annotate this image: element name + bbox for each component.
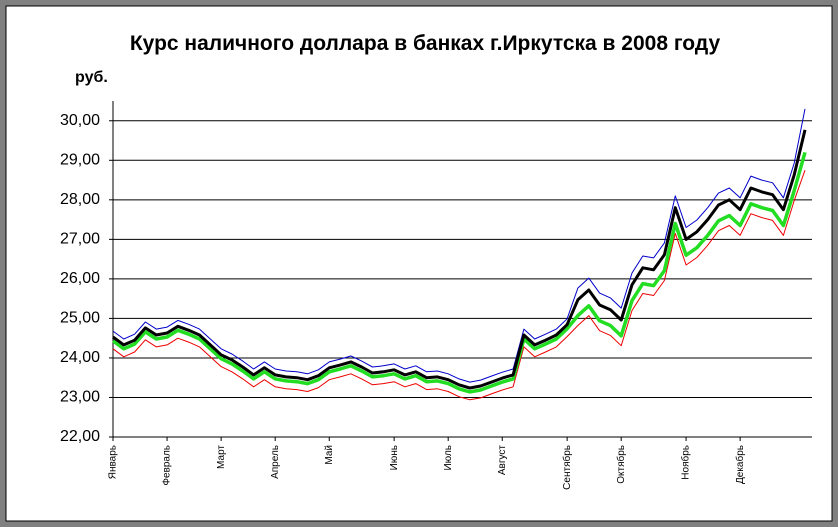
x-tick-label: Июль (443, 445, 454, 471)
y-tick-label: 23,00 (60, 389, 100, 406)
series-line (112, 170, 806, 401)
x-tick-label: Июнь (389, 445, 400, 470)
x-tick-label: Май (324, 445, 335, 465)
x-tick-label: Ноябрь (680, 445, 692, 480)
y-axis-label: руб. (75, 69, 108, 86)
y-tick-label: 30,00 (60, 112, 100, 129)
x-tick-label: Сентябрь (561, 445, 573, 490)
x-tick-label: Август (497, 445, 508, 476)
x-tick-label: Март (216, 445, 227, 469)
x-tick-label: Апрель (270, 445, 281, 479)
y-tick-label: 27,00 (60, 231, 100, 248)
series-line (112, 108, 806, 383)
y-tick-label: 25,00 (60, 310, 100, 327)
y-tick-label: 26,00 (60, 270, 100, 287)
chart-area (5, 5, 833, 522)
y-tick-label: 28,00 (60, 191, 100, 208)
x-tick-label: Октябрь (615, 445, 627, 484)
x-tick-label: Декабрь (734, 445, 746, 484)
series-line (112, 129, 807, 390)
x-tick-label: Январь (108, 445, 119, 479)
series-line (111, 151, 807, 394)
y-tick-label: 29,00 (60, 152, 100, 169)
y-tick-label: 22,00 (60, 428, 100, 445)
y-tick-label: 24,00 (60, 349, 100, 366)
chart-title: Курс наличного доллара в банках г.Иркутс… (129, 32, 721, 55)
x-tick-label: Февраль (162, 445, 173, 486)
